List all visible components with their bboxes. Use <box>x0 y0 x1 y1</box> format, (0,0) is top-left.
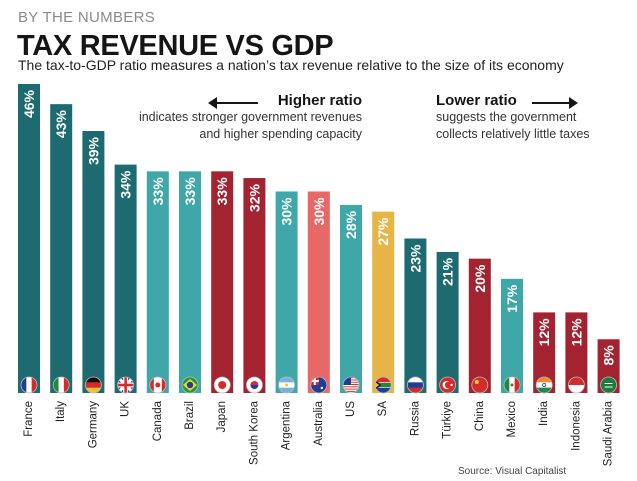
category-label: Mexico <box>506 401 518 437</box>
bar-sa <box>372 211 395 393</box>
category-label: Türkiye <box>442 401 454 439</box>
page-title: TAX REVENUE VS GDP <box>17 30 334 62</box>
data-label: 43% <box>53 110 69 139</box>
higher-ratio-line-1: indicates stronger government revenues <box>138 110 362 124</box>
saudi-arabia-flag-icon <box>600 376 617 394</box>
uk-flag-icon <box>117 376 134 394</box>
data-label: 12% <box>536 318 552 347</box>
bar-india <box>533 312 556 393</box>
category-label: Italy <box>55 401 67 422</box>
higher-ratio-line-2: and higher spending capacity <box>199 127 362 141</box>
category-label: Canada <box>152 400 164 441</box>
bar-japan <box>211 171 234 393</box>
category-label: France <box>23 401 35 437</box>
china-flag-icon <box>471 376 489 394</box>
bar-china <box>468 258 491 393</box>
category-label: India <box>538 400 550 426</box>
brazil-flag-icon <box>181 376 199 394</box>
data-label: 28% <box>343 210 359 239</box>
category-label: South Korea <box>248 400 260 465</box>
higher-ratio-arrow <box>208 97 258 109</box>
italy-flag-icon <box>52 376 70 394</box>
data-label: 39% <box>85 136 101 165</box>
category-label: China <box>474 400 486 431</box>
subtitle: The tax-to-GDP ratio measures a nation’s… <box>18 57 564 73</box>
data-label: 12% <box>568 318 584 347</box>
data-label: 32% <box>246 184 262 213</box>
category-label: Germany <box>87 401 99 449</box>
kicker: BY THE NUMBERS <box>18 9 156 26</box>
category-label: Japan <box>216 401 228 432</box>
bar-australia <box>307 191 330 393</box>
canada-flag-icon <box>149 376 167 394</box>
bar-canada <box>146 171 169 393</box>
lower-ratio-line-2: collects relatively little taxes <box>436 127 590 141</box>
bar-t-rkiye <box>436 251 459 393</box>
indonesia-flag-icon <box>568 376 585 394</box>
russia-flag-icon <box>406 376 424 394</box>
category-label: Indonesia <box>570 400 582 450</box>
india-flag-icon <box>535 376 553 394</box>
data-label: 34% <box>118 170 134 199</box>
bar-russia <box>404 238 427 393</box>
category-label: Russia <box>409 400 421 436</box>
bar-indonesia <box>565 312 588 393</box>
category-label: Australia <box>313 400 325 445</box>
data-label: 17% <box>504 284 520 313</box>
turkiye-flag-icon <box>439 376 457 394</box>
bar-argentina <box>275 191 298 393</box>
category-label: US <box>345 401 357 417</box>
data-label: 27% <box>375 217 391 246</box>
higher-ratio-heading: Higher ratio <box>277 92 362 109</box>
source-note: Source: Visual Capitalist <box>458 466 567 477</box>
bar-france <box>18 84 40 393</box>
bar-germany <box>82 131 105 394</box>
bar-italy <box>50 104 73 394</box>
bar-uk <box>114 164 137 393</box>
bar-south-korea <box>243 178 266 393</box>
lower-ratio-note: Lower ratio suggests the government coll… <box>436 92 626 143</box>
category-label: Argentina <box>281 400 293 450</box>
mexico-flag-icon <box>503 376 521 394</box>
data-label: 33% <box>150 177 166 206</box>
data-label: 33% <box>182 177 198 206</box>
lower-ratio-line-1: suggests the government <box>436 110 577 124</box>
bar-mexico <box>501 278 523 393</box>
data-label: 46% <box>21 89 37 118</box>
south-africa-flag-icon <box>374 376 392 394</box>
data-label: 30% <box>311 197 327 226</box>
data-label: 33% <box>214 177 230 206</box>
data-label: 30% <box>279 197 295 226</box>
us-flag-icon <box>342 376 360 394</box>
data-label: 23% <box>407 244 423 273</box>
category-label: UK <box>120 401 132 417</box>
argentina-flag-icon <box>278 376 296 394</box>
category-label: SA <box>377 401 389 417</box>
data-label: 8% <box>601 345 617 366</box>
category-label: Brazil <box>184 401 196 430</box>
lower-ratio-heading: Lower ratio <box>436 92 517 109</box>
data-label: 20% <box>472 264 488 293</box>
japan-flag-icon <box>213 376 231 394</box>
higher-ratio-note: Higher ratio indicates stronger governme… <box>130 92 362 143</box>
category-label: Saudi Arabia <box>603 400 615 466</box>
germany-flag-icon <box>85 376 102 394</box>
data-label: 21% <box>440 257 456 286</box>
australia-flag-icon <box>310 376 328 394</box>
france-flag-icon <box>20 376 38 394</box>
lower-ratio-arrow <box>532 97 578 109</box>
south-korea-flag-icon <box>245 376 263 394</box>
bar-us <box>340 204 362 393</box>
bar-brazil <box>179 171 201 393</box>
